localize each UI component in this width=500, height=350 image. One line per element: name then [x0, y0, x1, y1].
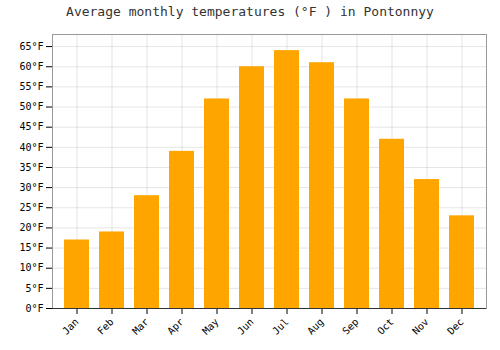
html-text:Average monthly temperatures (: Average monthly temperatures (°F ) in Po… — [66, 4, 434, 19]
svg-text:Oct: Oct — [375, 316, 396, 337]
svg-text:Apr: Apr — [165, 316, 186, 337]
svg-text:Mar: Mar — [130, 316, 151, 337]
svg-text:0°F: 0°F — [25, 303, 43, 314]
svg-text:55°F: 55°F — [19, 81, 43, 92]
svg-text:60°F: 60°F — [19, 61, 43, 72]
svg-text:Aug: Aug — [305, 316, 326, 337]
svg-text:Feb: Feb — [95, 316, 116, 337]
svg-text:20°F: 20°F — [19, 222, 43, 233]
svg-text:Jan: Jan — [60, 316, 81, 337]
svg-text:Jul: Jul — [270, 316, 291, 337]
svg-text:25°F: 25°F — [19, 202, 43, 213]
svg-text:40°F: 40°F — [19, 142, 43, 153]
svg-text:30°F: 30°F — [19, 182, 43, 193]
svg-text:Jun: Jun — [235, 316, 256, 337]
svg-text:45°F: 45°F — [19, 121, 43, 132]
svg-text:Dec: Dec — [445, 316, 466, 337]
svg-text:May: May — [200, 316, 221, 337]
svg-text:Sep: Sep — [340, 316, 361, 337]
svg-text:65°F: 65°F — [19, 41, 43, 52]
svg-text:35°F: 35°F — [19, 162, 43, 173]
svg-text:Nov: Nov — [410, 316, 431, 337]
svg-text:10°F: 10°F — [19, 262, 43, 273]
svg-text:50°F: 50°F — [19, 101, 43, 112]
svg-text:15°F: 15°F — [19, 242, 43, 253]
svg-text:5°F: 5°F — [25, 283, 43, 294]
